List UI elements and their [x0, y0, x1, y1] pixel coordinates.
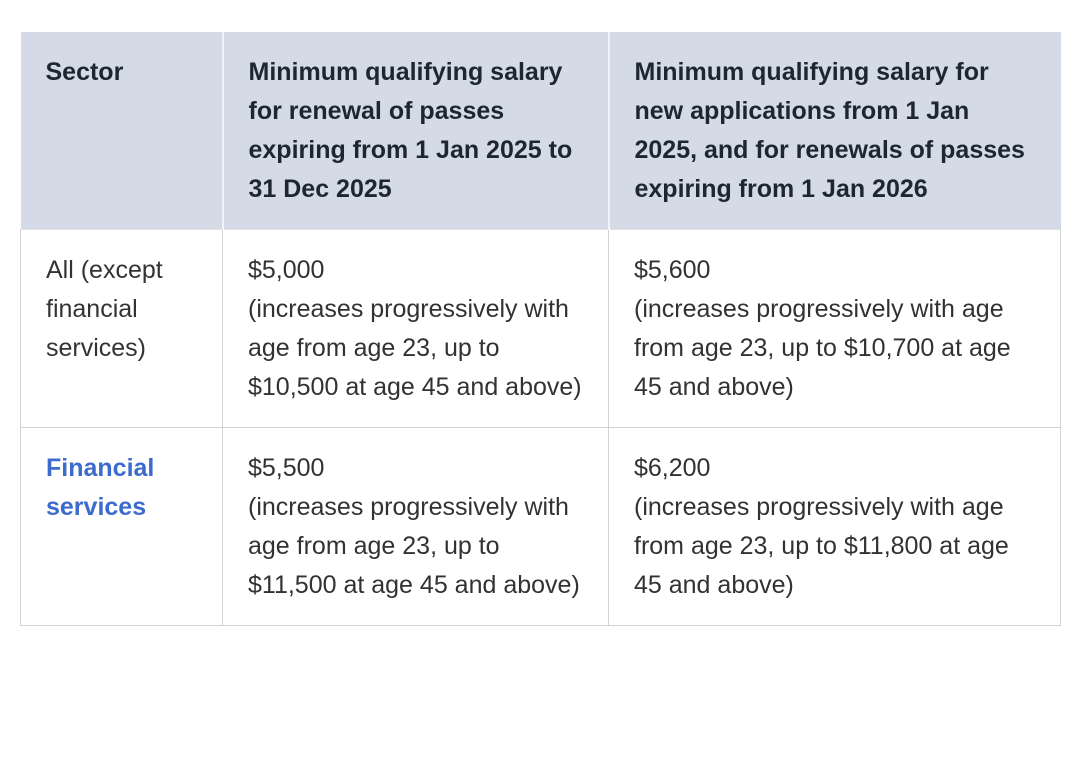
salary-amount: $5,000 — [248, 256, 325, 284]
salary-note: (increases progressively with age from a… — [634, 493, 1009, 599]
salary-amount: $5,500 — [248, 454, 325, 482]
new-salary-cell-all: $5,600 (increases progressively with age… — [608, 229, 1061, 428]
header-cell-sector: Sector — [20, 32, 223, 230]
salary-note: (increases progressively with age from a… — [248, 295, 582, 401]
table-row-all-sectors: All (except financial services) $5,000 (… — [20, 229, 1061, 428]
salary-note: (increases progressively with age from a… — [248, 493, 580, 599]
table-row-financial-services: Financial services $5,500 (increases pro… — [20, 427, 1061, 626]
financial-services-link[interactable]: Financial services — [46, 454, 155, 521]
renewal-salary-cell-financial: $5,500 (increases progressively with age… — [222, 427, 609, 626]
header-cell-new-application-salary: Minimum qualifying salary for new applic… — [607, 32, 1061, 230]
header-cell-renewal-salary: Minimum qualifying salary for renewal of… — [221, 32, 609, 230]
new-salary-cell-financial: $6,200 (increases progressively with age… — [608, 427, 1061, 626]
salary-amount: $5,600 — [634, 256, 711, 284]
salary-table-container: Sector Minimum qualifying salary for ren… — [20, 32, 1061, 626]
salary-amount: $6,200 — [634, 454, 711, 482]
sector-cell-financial-services: Financial services — [20, 427, 223, 626]
salary-table: Sector Minimum qualifying salary for ren… — [20, 32, 1061, 626]
salary-note: (increases progressively with age from a… — [634, 295, 1011, 401]
header-row: Sector Minimum qualifying salary for ren… — [20, 32, 1061, 230]
sector-cell-all: All (except financial services) — [20, 229, 223, 428]
renewal-salary-cell-all: $5,000 (increases progressively with age… — [222, 229, 609, 428]
